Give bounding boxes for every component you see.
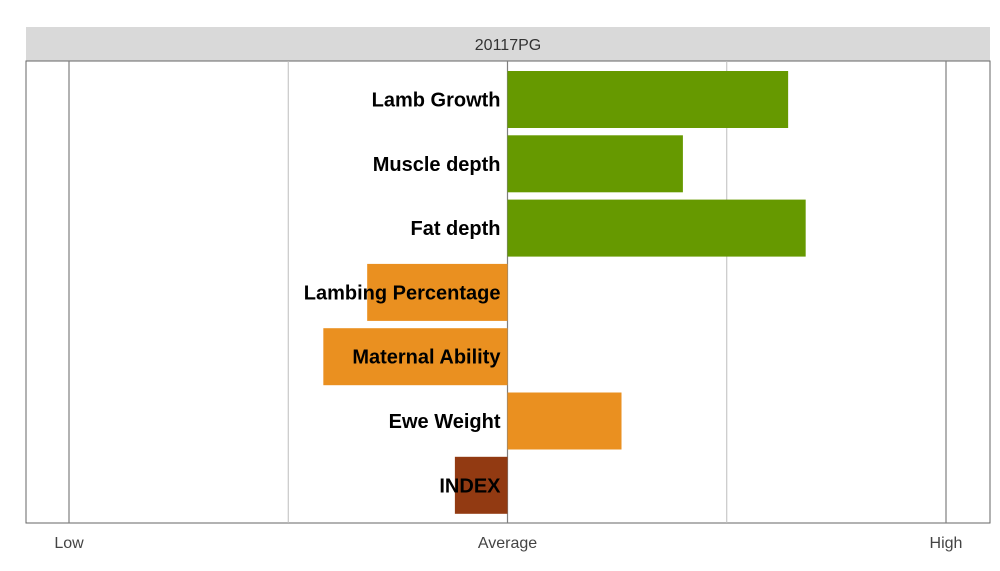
- bar-label: Maternal Ability: [352, 347, 501, 369]
- bar: [323, 328, 508, 386]
- bar-label: Lambing Percentage: [304, 282, 501, 304]
- bar-label: Fat depth: [411, 218, 501, 240]
- bar: [454, 456, 508, 514]
- bar-labels: Lamb Growth Muscle depth Fat depth Lambing …: [304, 90, 502, 498]
- bar: [507, 199, 806, 257]
- bar: [367, 263, 508, 321]
- bar: [507, 71, 789, 128]
- x-tick-label: Average: [478, 535, 537, 552]
- bar-label: Lamb Growth: [372, 90, 501, 112]
- bar-label: Muscle depth: [373, 154, 501, 176]
- bar-label: INDEX: [439, 475, 501, 497]
- chart-title-strip: [26, 27, 990, 61]
- bar: [507, 392, 622, 450]
- x-tick-label: High: [930, 535, 963, 552]
- x-axis-ticks: Low Average High: [54, 535, 962, 552]
- x-tick-label: Low: [54, 535, 84, 552]
- bar: [507, 135, 683, 193]
- bars: [323, 71, 806, 514]
- chart-title: 20117PG: [475, 37, 541, 54]
- bar-label: Ewe Weight: [389, 411, 501, 433]
